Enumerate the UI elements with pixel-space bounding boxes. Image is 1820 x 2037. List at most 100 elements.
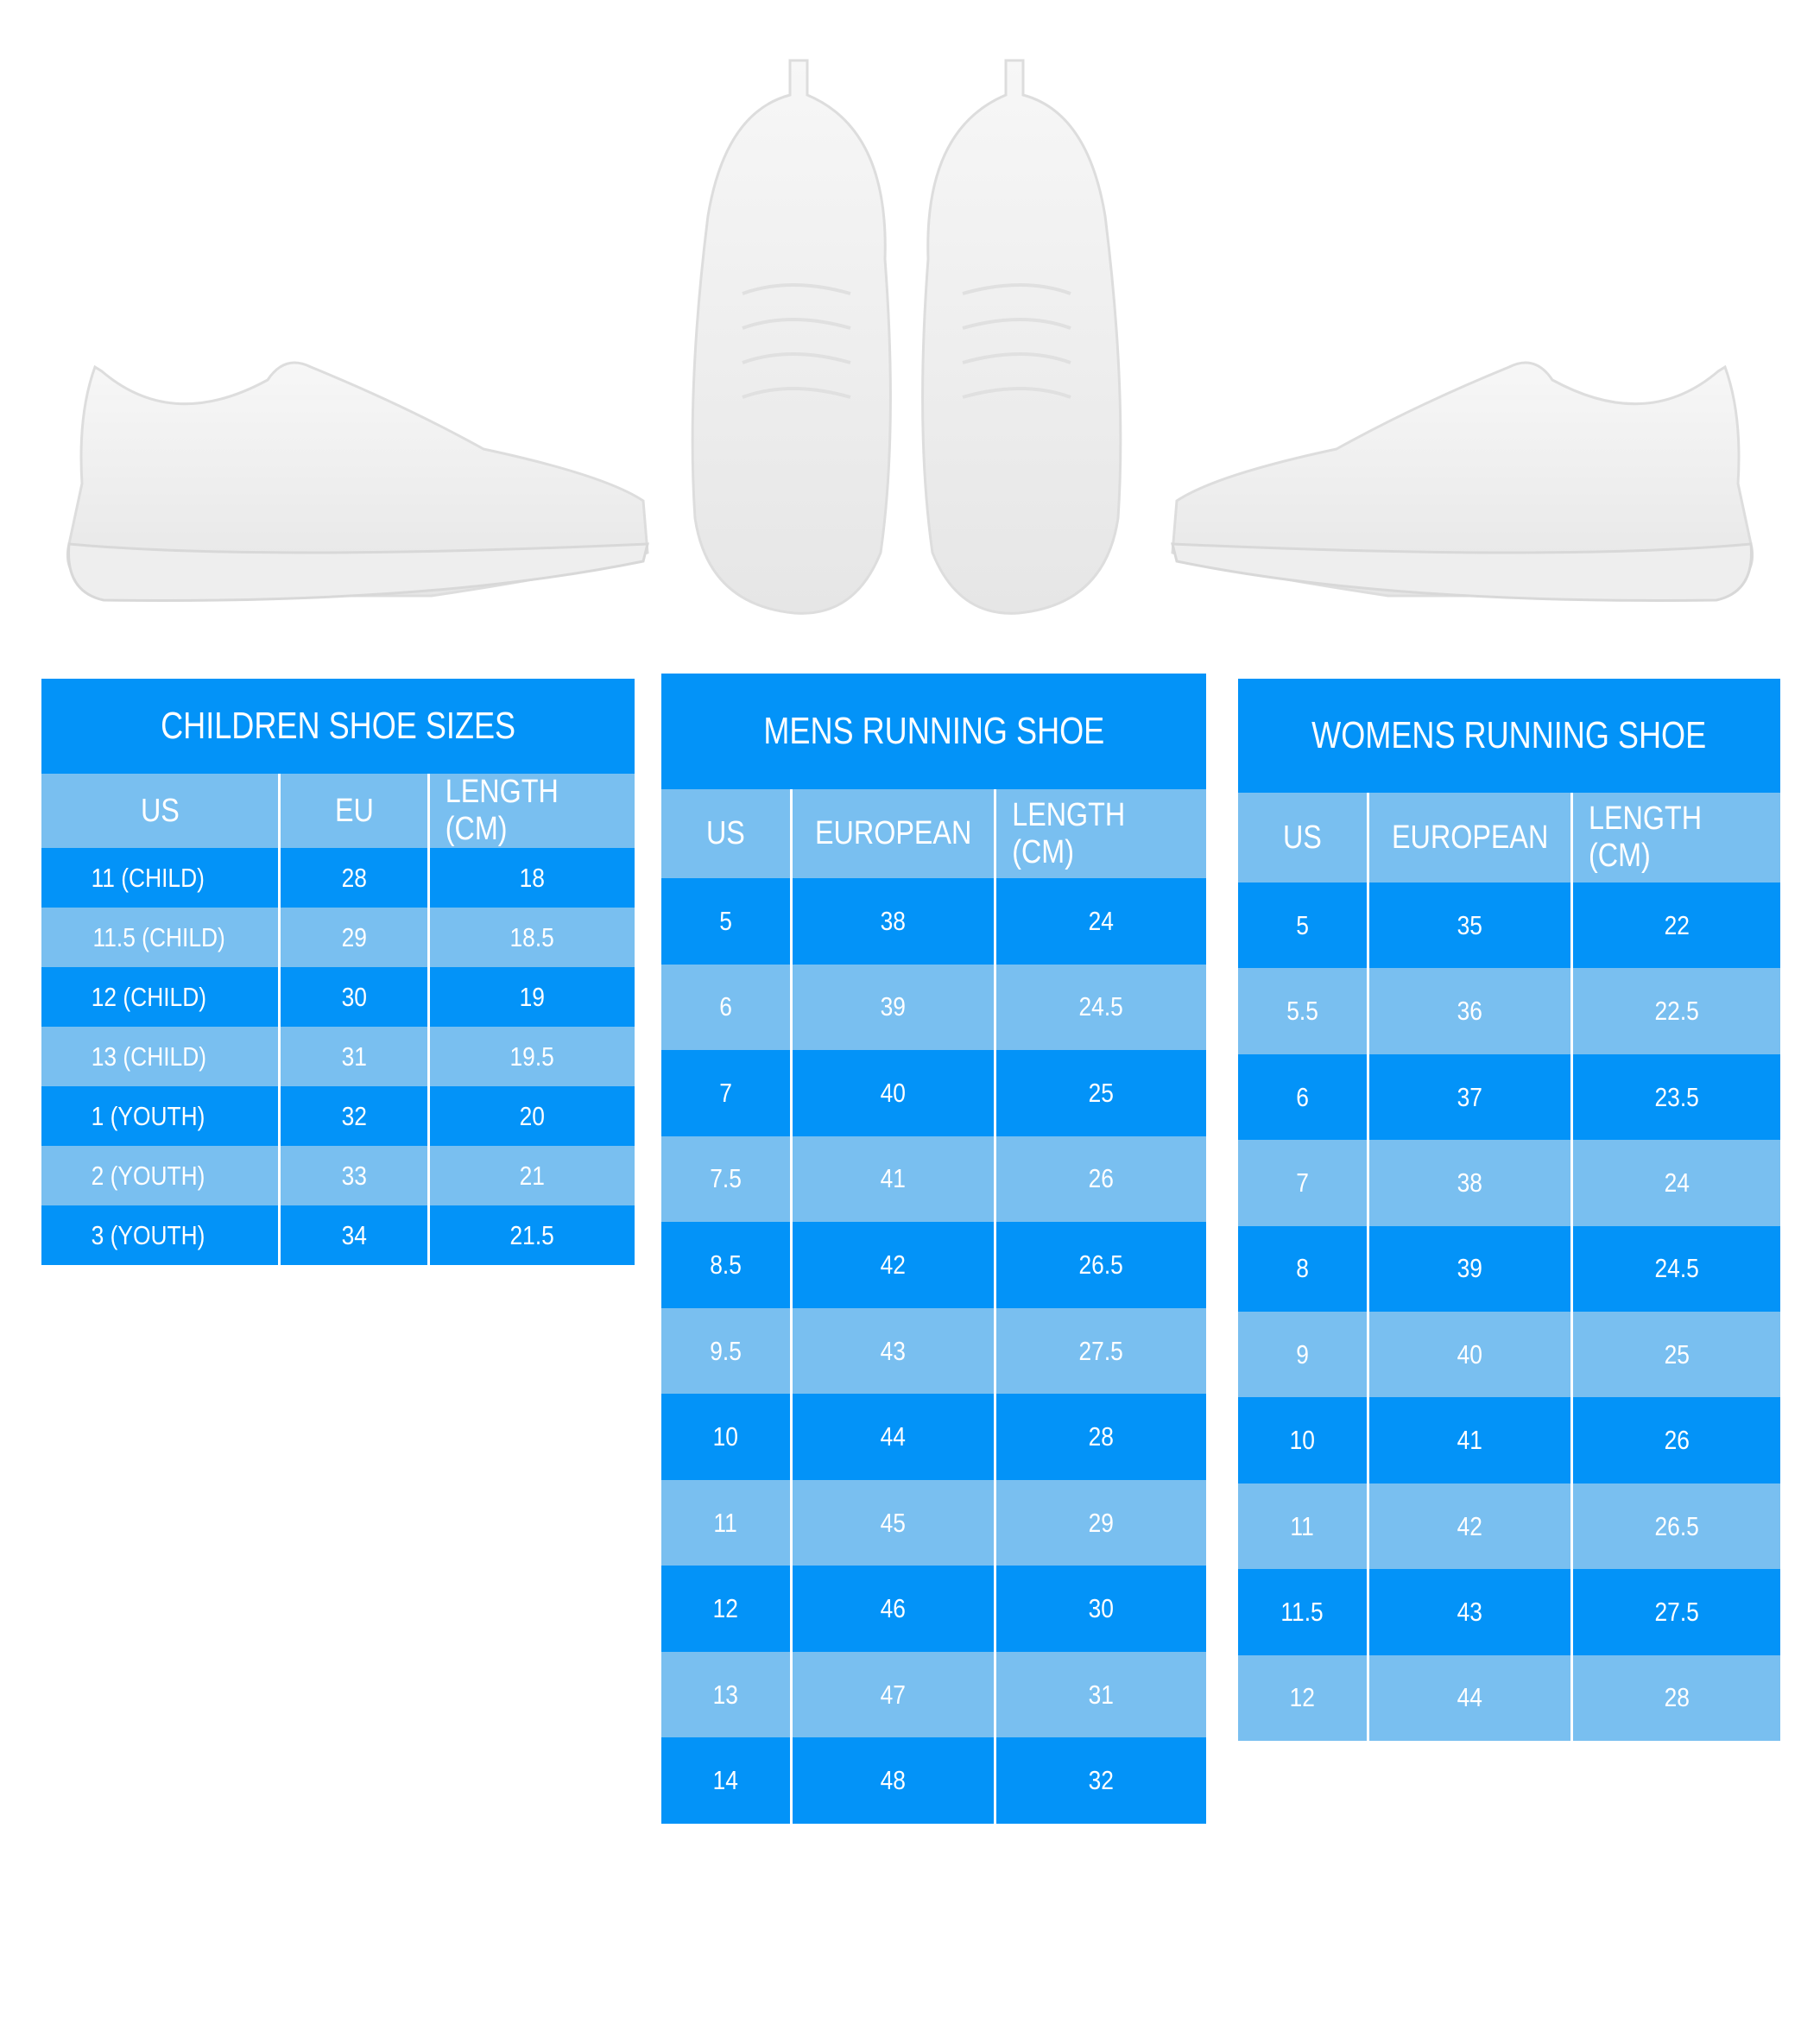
table-cell: 27.5 <box>1570 1569 1780 1655</box>
table-cell: 44 <box>790 1394 994 1480</box>
table-cell: 45 <box>790 1479 994 1566</box>
sneaker-side-left-image <box>66 361 649 602</box>
table-cell: 13 (CHILD) <box>91 1041 207 1072</box>
table-row: 12 46 30 <box>661 1566 1206 1652</box>
table-cell: 39 <box>790 964 994 1051</box>
table-cell: 2 (YOUTH) <box>91 1160 205 1191</box>
table-row: 6 39 24.5 <box>661 964 1206 1051</box>
table-row: 7 40 25 <box>661 1050 1206 1136</box>
table-cell: 8 <box>1296 1253 1309 1284</box>
table-cell: 37 <box>1367 1053 1570 1141</box>
table-cell: 9 <box>1296 1338 1309 1370</box>
table-row: 10 41 26 <box>1238 1397 1780 1483</box>
table-cell: 23.5 <box>1570 1053 1780 1141</box>
table-cell: 41 <box>790 1136 994 1223</box>
table-cell: 36 <box>1367 968 1570 1054</box>
table-row: 12 (CHILD) 30 19 <box>41 967 635 1027</box>
table-row: 6 37 23.5 <box>1238 1053 1780 1141</box>
column-header: EUROPEAN <box>790 789 994 878</box>
table-cell: 41 <box>1367 1397 1570 1483</box>
table-cell: 21.5 <box>427 1205 635 1265</box>
table-cell: 25 <box>994 1050 1206 1136</box>
table-cell: 40 <box>1367 1312 1570 1398</box>
table-cell: 9.5 <box>710 1335 742 1366</box>
table-cell: 8.5 <box>710 1249 742 1280</box>
column-header: LENGTH (CM) <box>1570 793 1780 882</box>
table-cell: 22 <box>1570 882 1780 969</box>
sneaker-side-right-image <box>1171 361 1754 602</box>
table-cell: 24.5 <box>1570 1225 1780 1313</box>
column-header: EUROPEAN <box>1367 793 1570 882</box>
table-cell: 11 <box>1290 1510 1315 1541</box>
column-header: LENGTH (CM) <box>994 789 1206 878</box>
table-cell: 5 <box>1296 909 1309 940</box>
table-cell: 31 <box>994 1651 1206 1738</box>
table-cell: 24 <box>1570 1140 1780 1226</box>
table-row: 8.5 42 26.5 <box>661 1222 1206 1308</box>
table-cell: 5.5 <box>1286 996 1318 1027</box>
table-row: 5 35 22 <box>1238 882 1780 969</box>
table-cell: 12 <box>712 1593 739 1624</box>
table-cell: 26 <box>994 1136 1206 1223</box>
table-cell: 42 <box>1367 1483 1570 1570</box>
table-row: 3 (YOUTH) 34 21.5 <box>41 1205 635 1265</box>
table-cell: 24.5 <box>994 964 1206 1051</box>
table-row: 8 39 24.5 <box>1238 1225 1780 1313</box>
table-row: 1 (YOUTH) 32 20 <box>41 1086 635 1146</box>
table-row: 11.5 43 27.5 <box>1238 1569 1780 1655</box>
table-cell: 39 <box>1367 1225 1570 1313</box>
table-cell: 1 (YOUTH) <box>91 1100 205 1131</box>
table-row: 12 44 28 <box>1238 1654 1780 1742</box>
column-header: EU <box>278 774 427 848</box>
table-cell: 12 (CHILD) <box>91 981 207 1012</box>
table-cell: 19.5 <box>427 1027 635 1086</box>
column-header: US <box>140 792 180 829</box>
table-cell: 43 <box>790 1307 994 1395</box>
header-row: US EU LENGTH (CM) <box>41 774 635 848</box>
table-row: 5 38 24 <box>661 878 1206 965</box>
column-header: LENGTH (CM) <box>427 774 635 848</box>
table-cell: 27.5 <box>994 1307 1206 1395</box>
table-cell: 13 <box>712 1679 739 1710</box>
table-row: 11.5 (CHILD) 29 18.5 <box>41 908 635 967</box>
table-cell: 7.5 <box>710 1163 742 1194</box>
table-cell: 40 <box>790 1050 994 1136</box>
table-cell: 32 <box>994 1737 1206 1825</box>
table-cell: 12 <box>1289 1682 1316 1713</box>
table-cell: 33 <box>278 1146 427 1205</box>
table-cell: 28 <box>278 848 427 908</box>
table-cell: 44 <box>1367 1654 1570 1742</box>
table-title: CHILDREN SHOE SIZES <box>41 679 635 774</box>
table-cell: 35 <box>1367 882 1570 969</box>
table-cell: 32 <box>278 1086 427 1146</box>
table-cell: 19 <box>427 967 635 1027</box>
table-cell: 31 <box>278 1027 427 1086</box>
table-row: 11 45 29 <box>661 1479 1206 1566</box>
table-cell: 28 <box>994 1394 1206 1480</box>
table-cell: 47 <box>790 1651 994 1738</box>
column-header: US <box>1283 819 1322 856</box>
table-row: 13 47 31 <box>661 1651 1206 1738</box>
table-cell: 26 <box>1570 1397 1780 1483</box>
table-row: 11 42 26.5 <box>1238 1483 1780 1570</box>
mens-size-table: MENS RUNNING SHOE US EUROPEAN LENGTH (CM) 5… <box>661 674 1206 1825</box>
table-cell: 6 <box>719 991 732 1022</box>
table-cell: 11 (CHILD) <box>91 862 205 893</box>
table-cell: 11.5 <box>1280 1596 1324 1627</box>
children-size-table: CHILDREN SHOE SIZES US EU LENGTH (CM) 11 (C… <box>41 679 635 1265</box>
table-row: 2 (YOUTH) 33 21 <box>41 1146 635 1205</box>
table-cell: 30 <box>278 967 427 1027</box>
sneaker-images <box>66 59 1754 615</box>
table-cell: 24 <box>994 878 1206 965</box>
table-cell: 25 <box>1570 1312 1780 1398</box>
table-cell: 6 <box>1296 1081 1309 1112</box>
table-cell: 29 <box>994 1479 1206 1566</box>
table-row: 11 (CHILD) 28 18 <box>41 848 635 908</box>
header-row: US EUROPEAN LENGTH (CM) <box>661 789 1206 878</box>
table-cell: 34 <box>278 1205 427 1265</box>
table-cell: 30 <box>994 1566 1206 1652</box>
table-cell: 28 <box>1570 1654 1780 1742</box>
table-row: 7 38 24 <box>1238 1140 1780 1226</box>
table-cell: 20 <box>427 1086 635 1146</box>
table-cell: 10 <box>712 1421 739 1452</box>
